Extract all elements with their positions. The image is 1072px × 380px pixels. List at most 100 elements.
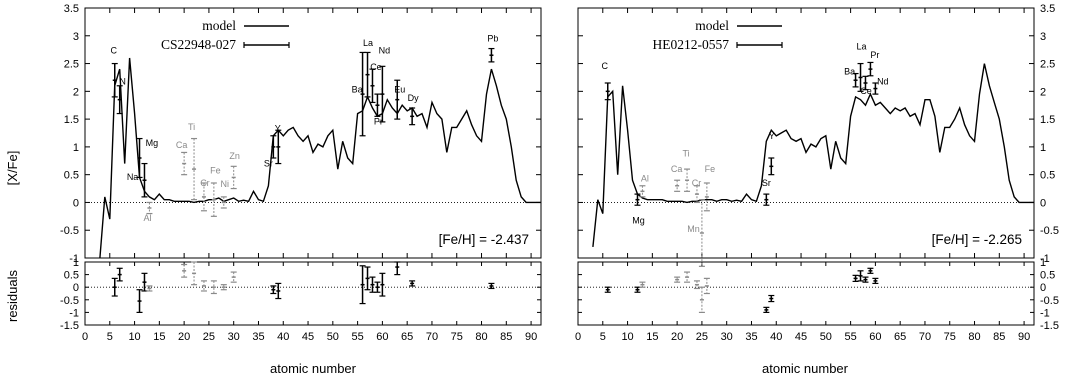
- right-element-label-Ti: Ti: [682, 148, 689, 158]
- right-xtick-label: 85: [993, 331, 1005, 343]
- right-element-label-Ca: Ca: [671, 164, 683, 174]
- right-element-label-Pr: Pr: [870, 50, 879, 60]
- left-data-point-La: [364, 51, 371, 98]
- left-data-point-Pr: [374, 93, 381, 117]
- left-element-label-Ca: Ca: [176, 140, 188, 150]
- left-element-label-N: N: [119, 77, 126, 87]
- right-residual-point: [768, 294, 775, 303]
- right-element-label-C: C: [602, 61, 609, 71]
- y-axis-label-top: [X/Fe]: [5, 151, 20, 186]
- right-data-point-Ba: [852, 72, 859, 88]
- right-xtick-label: 5: [600, 331, 606, 343]
- right-residual-point: [703, 277, 710, 295]
- left-element-label-Sr: Sr: [264, 158, 273, 168]
- left-element-label-Ti: Ti: [188, 122, 195, 132]
- left-xtick-label: 30: [228, 331, 240, 343]
- right-xtick-label: 0: [575, 331, 581, 343]
- left-xtick-label: 0: [82, 331, 88, 343]
- right-residual-point: [872, 277, 879, 285]
- left-residual-point: [141, 272, 148, 292]
- left-data-point-Eu: [394, 79, 401, 120]
- left-residual-point: [379, 272, 386, 297]
- right-xtick-label: 10: [621, 331, 633, 343]
- right-residual-point: [674, 276, 681, 283]
- left-data-point-C: [111, 62, 118, 98]
- left-xtick-label: 25: [203, 331, 215, 343]
- left-xtick-label: 55: [351, 331, 363, 343]
- right-ytick-label: 1.5: [1040, 114, 1055, 126]
- left-data-point-Pb: [488, 47, 495, 63]
- left-ytick-label: 0: [73, 197, 79, 209]
- left-residual-point: [210, 280, 217, 295]
- left-element-label-Nd: Nd: [379, 46, 391, 56]
- right-residual-point: [639, 281, 646, 288]
- right-ytick-label: 1: [1040, 142, 1046, 154]
- left-data-point-Cr: [200, 182, 207, 212]
- right-element-label-Fe: Fe: [705, 164, 716, 174]
- left-element-label-Ni: Ni: [221, 179, 230, 189]
- left-residual-point: [230, 271, 237, 283]
- left-element-label-Pb: Pb: [487, 33, 498, 43]
- left-xtick-label: 35: [252, 331, 264, 343]
- left-legend-model-label: model: [202, 18, 236, 33]
- left-residual-point: [374, 281, 381, 293]
- right-xtick-label: 40: [770, 331, 782, 343]
- right-residual-point: [698, 286, 705, 313]
- left-xtick-label: 75: [451, 331, 463, 343]
- left-data-point-Mg: [141, 162, 148, 198]
- right-xtick-label: 35: [745, 331, 757, 343]
- right-residual-ytick-label: -0.5: [1040, 295, 1059, 307]
- right-element-label-Y: Y: [769, 131, 775, 141]
- left-xtick-label: 65: [401, 331, 413, 343]
- left-data-point-N: [116, 85, 123, 115]
- left-residual-point: [364, 266, 371, 291]
- left-element-label-Pr: Pr: [374, 117, 383, 127]
- left-residual-point: [488, 282, 495, 290]
- right-residual-point: [857, 270, 864, 282]
- left-element-label-La: La: [363, 38, 373, 48]
- right-xtick-label: 75: [944, 331, 956, 343]
- left-element-label-Ba: Ba: [352, 84, 363, 94]
- left-data-point-Al: [146, 201, 153, 215]
- left-data-point-Y: [275, 129, 282, 165]
- right-element-label-Ce: Ce: [860, 86, 872, 96]
- right-ytick-label: 3.5: [1040, 3, 1055, 15]
- right-xtick-label: 50: [820, 331, 832, 343]
- left-xtick-label: 85: [500, 331, 512, 343]
- left-residual-point: [200, 280, 207, 292]
- right-data-point-Y: [768, 157, 775, 176]
- left-residual-point: [111, 277, 118, 297]
- left-xtick-label: 20: [178, 331, 190, 343]
- right-ytick-label: 2: [1040, 86, 1046, 98]
- right-xtick-label: 30: [721, 331, 733, 343]
- left-data-point-Ti: [191, 137, 198, 201]
- left-element-label-Eu: Eu: [394, 84, 405, 94]
- right-xtick-label: 25: [696, 331, 708, 343]
- left-residual-point: [116, 267, 123, 282]
- left-xtick-label: 60: [376, 331, 388, 343]
- right-ytick-label: 0: [1040, 197, 1046, 209]
- right-data-point-Mg: [634, 193, 641, 206]
- right-data-point-Mn: [698, 199, 705, 267]
- left-element-label-Ce: Ce: [370, 62, 382, 72]
- left-model-line: [99, 57, 541, 259]
- right-residual-point: [693, 280, 700, 290]
- right-ytick-label: -1: [1040, 253, 1050, 265]
- left-residual-point: [359, 265, 366, 305]
- right-panel: -1-0.500.511.522.533.5-1.5-1-0.500.510 5 1…: [575, 3, 1059, 343]
- left-xtick-label: 10: [128, 331, 140, 343]
- right-legend-model-label: model: [695, 18, 729, 33]
- left-residual-point: [220, 284, 227, 291]
- left-residual-ytick-label: 1: [73, 257, 79, 269]
- right-ytick-label: 0.5: [1040, 170, 1055, 182]
- left-data-point-Ni: [220, 196, 227, 209]
- right-data-point-Ti: [684, 168, 691, 192]
- right-xtick-label: 45: [795, 331, 807, 343]
- left-ytick-label: 3.5: [64, 3, 79, 15]
- right-metallicity-label: [Fe/H] = -2.265: [932, 232, 1022, 247]
- left-data-point-Nd: [379, 65, 386, 123]
- right-data-point-C: [604, 82, 611, 101]
- left-element-label-Y: Y: [275, 123, 281, 133]
- y-axis-label-bottom: residuals: [5, 269, 20, 322]
